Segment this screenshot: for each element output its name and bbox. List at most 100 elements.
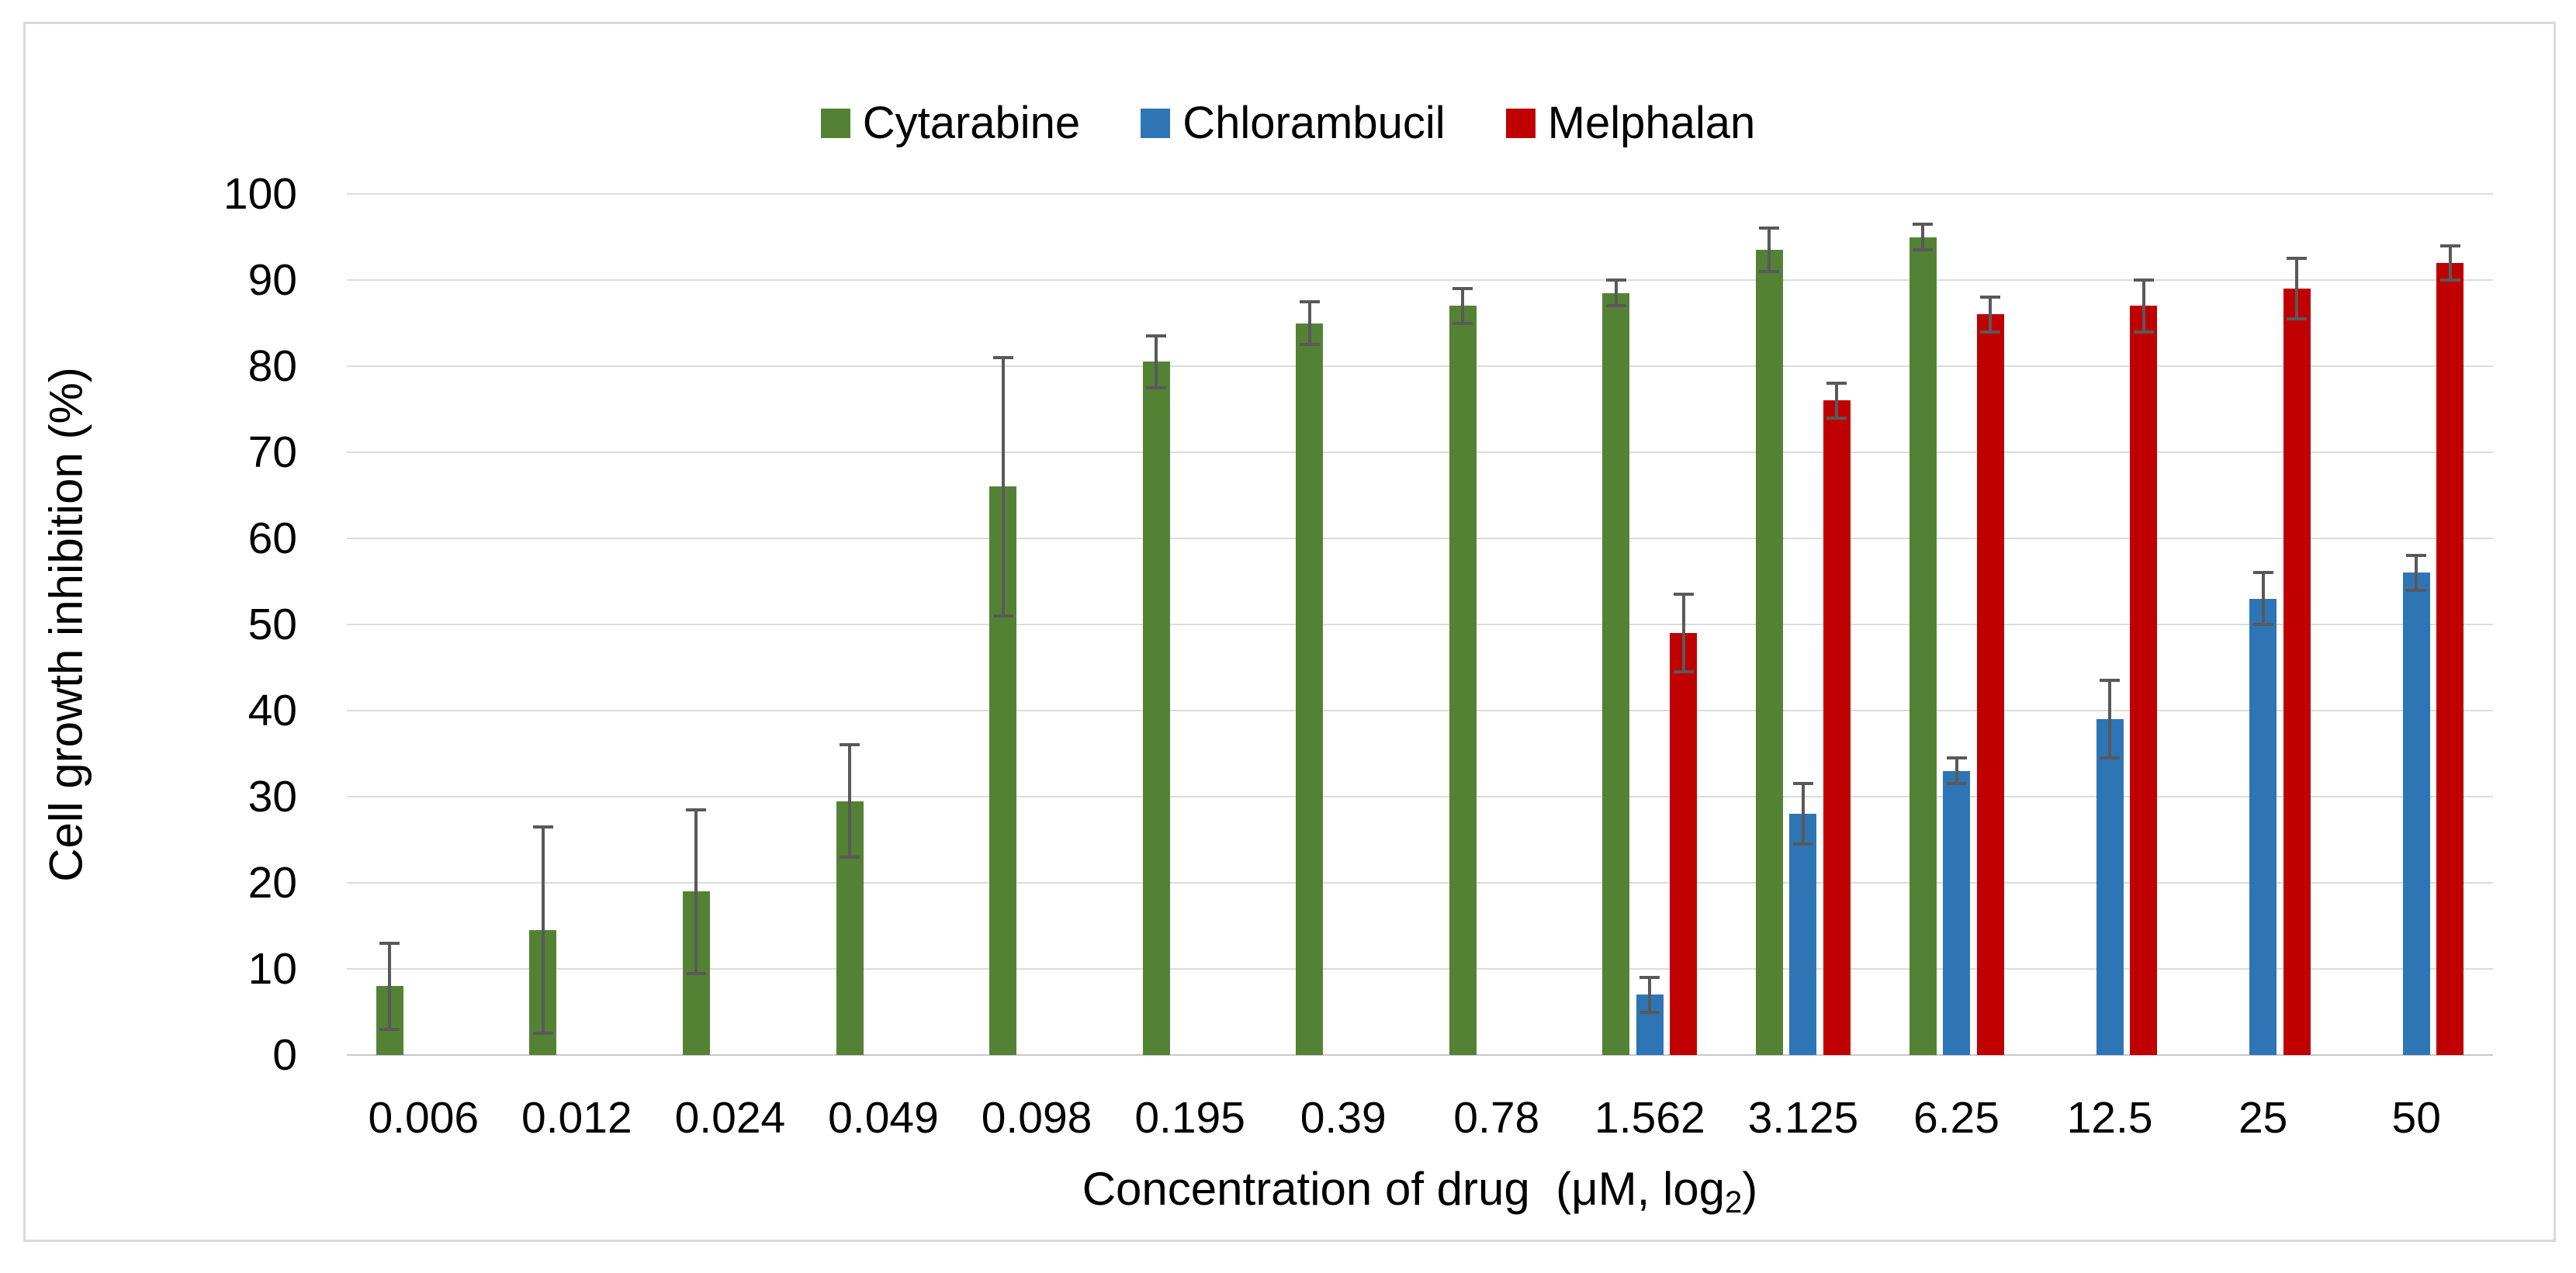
x-axis-title-close: ) (1742, 1163, 1758, 1215)
errorbar-cytarabine-0.012-line (541, 826, 545, 1034)
gridline-50 (347, 624, 2493, 625)
x-tick-label-0.024: 0.024 (674, 1093, 786, 1143)
errorbar-cytarabine-1.562-line (1614, 280, 1618, 306)
x-tick-label-0.78: 0.78 (1453, 1093, 1540, 1143)
errorbar-chlorambucil-25-line (2261, 573, 2265, 624)
x-axis-title: Concentration of drug (μM, log2) (1082, 1162, 1758, 1219)
errorbar-melphalan-12.5-cap-bottom (2133, 330, 2154, 334)
errorbar-melphalan-12.5-line (2141, 280, 2145, 332)
bar-melphalan-1.562 (1670, 633, 1698, 1055)
errorbar-cytarabine-3.125-cap-bottom (1759, 269, 1780, 273)
gridline-30 (347, 796, 2493, 797)
bar-melphalan-25 (2283, 289, 2311, 1055)
errorbar-melphalan-50-line (2448, 245, 2452, 280)
x-tick-label-0.39: 0.39 (1300, 1093, 1387, 1143)
errorbar-cytarabine-0.098-cap-bottom (992, 614, 1013, 617)
bar-cytarabine-6.25 (1909, 237, 1937, 1055)
errorbar-chlorambucil-1.562-cap-bottom (1639, 1010, 1660, 1014)
errorbar-cytarabine-0.006-cap-top (379, 941, 400, 945)
errorbar-melphalan-1.562-cap-top (1673, 593, 1694, 597)
y-tick-label-20: 20 (248, 858, 297, 908)
errorbar-cytarabine-0.006-cap-bottom (379, 1027, 400, 1031)
x-tick-label-0.012: 0.012 (521, 1093, 632, 1143)
errorbar-chlorambucil-3.125-cap-bottom (1792, 842, 1813, 846)
errorbar-melphalan-3.125-line (1835, 383, 1839, 418)
y-tick-label-90: 90 (248, 255, 297, 305)
y-tick-label-30: 30 (248, 772, 297, 822)
x-tick-label-6.25: 6.25 (1913, 1093, 2000, 1143)
errorbar-melphalan-6.25-line (1989, 297, 1992, 332)
bar-cytarabine-0.195 (1142, 361, 1170, 1055)
errorbar-chlorambucil-12.5-cap-top (2100, 679, 2121, 683)
errorbar-melphalan-50-cap-top (2439, 244, 2460, 247)
legend-label-chlorambucil: Chlorambucil (1182, 98, 1446, 148)
errorbar-melphalan-6.25-cap-top (1980, 296, 2000, 299)
errorbar-cytarabine-3.125-cap-top (1759, 227, 1780, 230)
x-tick-label-0.098: 0.098 (981, 1093, 1092, 1143)
y-tick-label-60: 60 (248, 514, 297, 563)
errorbar-cytarabine-3.125-line (1768, 228, 1771, 272)
gridline-40 (347, 710, 2493, 711)
x-tick-label-1.562: 1.562 (1594, 1093, 1705, 1143)
errorbar-melphalan-25-cap-top (2287, 257, 2308, 261)
errorbar-melphalan-3.125-cap-top (1826, 382, 1847, 386)
errorbar-cytarabine-0.39-cap-bottom (1299, 343, 1320, 347)
errorbar-chlorambucil-3.125-line (1801, 784, 1805, 845)
errorbar-chlorambucil-6.25-cap-bottom (1946, 782, 1967, 786)
bar-chlorambucil-6.25 (1943, 770, 1970, 1055)
legend-item-melphalan: Melphalan (1505, 101, 1755, 146)
errorbar-cytarabine-0.78-cap-top (1452, 287, 1473, 291)
bar-chlorambucil-25 (2249, 598, 2277, 1055)
x-tick-label-50: 50 (2391, 1093, 2441, 1143)
x-tick-label-12.5: 12.5 (2066, 1093, 2153, 1143)
gridline-20 (347, 882, 2493, 884)
errorbar-chlorambucil-25-cap-top (2252, 571, 2273, 575)
bar-melphalan-12.5 (2130, 306, 2158, 1055)
blue-square-icon (1141, 109, 1171, 138)
errorbar-chlorambucil-12.5-line (2108, 680, 2112, 759)
y-tick-label-80: 80 (248, 341, 297, 391)
errorbar-cytarabine-0.39-cap-top (1299, 299, 1320, 303)
errorbar-cytarabine-0.78-cap-bottom (1452, 321, 1473, 325)
bar-melphalan-6.25 (1976, 314, 2004, 1055)
legend-item-cytarabine: Cytarabine (820, 98, 1081, 148)
errorbar-cytarabine-0.049-cap-bottom (840, 855, 860, 859)
errorbar-cytarabine-1.562-cap-bottom (1605, 304, 1626, 308)
y-tick-label-10: 10 (248, 944, 297, 994)
errorbar-cytarabine-0.049-cap-top (840, 743, 860, 747)
y-tick-label-70: 70 (248, 427, 297, 477)
errorbar-cytarabine-0.195-cap-bottom (1146, 386, 1167, 389)
errorbar-chlorambucil-25-cap-bottom (2252, 623, 2273, 626)
gridline-60 (347, 538, 2493, 539)
x-axis-title-subscript: 2 (1725, 1185, 1743, 1219)
x-tick-label-0.049: 0.049 (828, 1093, 939, 1143)
plot-area (347, 193, 2493, 1056)
errorbar-cytarabine-0.39-line (1307, 301, 1311, 345)
errorbar-chlorambucil-6.25-cap-top (1946, 756, 1967, 760)
errorbar-cytarabine-0.024-cap-bottom (686, 971, 707, 975)
errorbar-melphalan-3.125-cap-bottom (1826, 416, 1847, 420)
y-axis-title: Cell growth inhibition (%) (40, 367, 92, 882)
errorbar-cytarabine-0.049-line (848, 745, 851, 857)
errorbar-cytarabine-0.024-cap-top (686, 808, 707, 811)
errorbar-cytarabine-0.195-cap-top (1146, 334, 1167, 338)
legend-label-cytarabine: Cytarabine (862, 98, 1081, 148)
red-square-icon (1505, 109, 1536, 138)
bar-cytarabine-3.125 (1755, 250, 1783, 1055)
y-tick-label-0: 0 (272, 1030, 297, 1080)
errorbar-melphalan-1.562-cap-bottom (1673, 670, 1694, 674)
errorbar-cytarabine-0.098-cap-top (992, 355, 1013, 359)
errorbar-cytarabine-6.25-cap-bottom (1913, 248, 1933, 252)
errorbar-cytarabine-0.012-cap-bottom (532, 1032, 553, 1036)
errorbar-melphalan-1.562-line (1681, 594, 1685, 673)
errorbar-cytarabine-0.195-line (1155, 336, 1158, 388)
y-tick-label-50: 50 (248, 600, 297, 649)
errorbar-melphalan-25-cap-bottom (2287, 317, 2308, 320)
x-tick-label-25: 25 (2238, 1093, 2288, 1143)
errorbar-melphalan-6.25-cap-bottom (1980, 330, 2000, 334)
legend-item-chlorambucil: Chlorambucil (1141, 98, 1446, 148)
y-tick-label-100: 100 (223, 169, 297, 219)
bar-melphalan-3.125 (1823, 400, 1851, 1055)
errorbar-chlorambucil-1.562-cap-top (1639, 976, 1660, 980)
